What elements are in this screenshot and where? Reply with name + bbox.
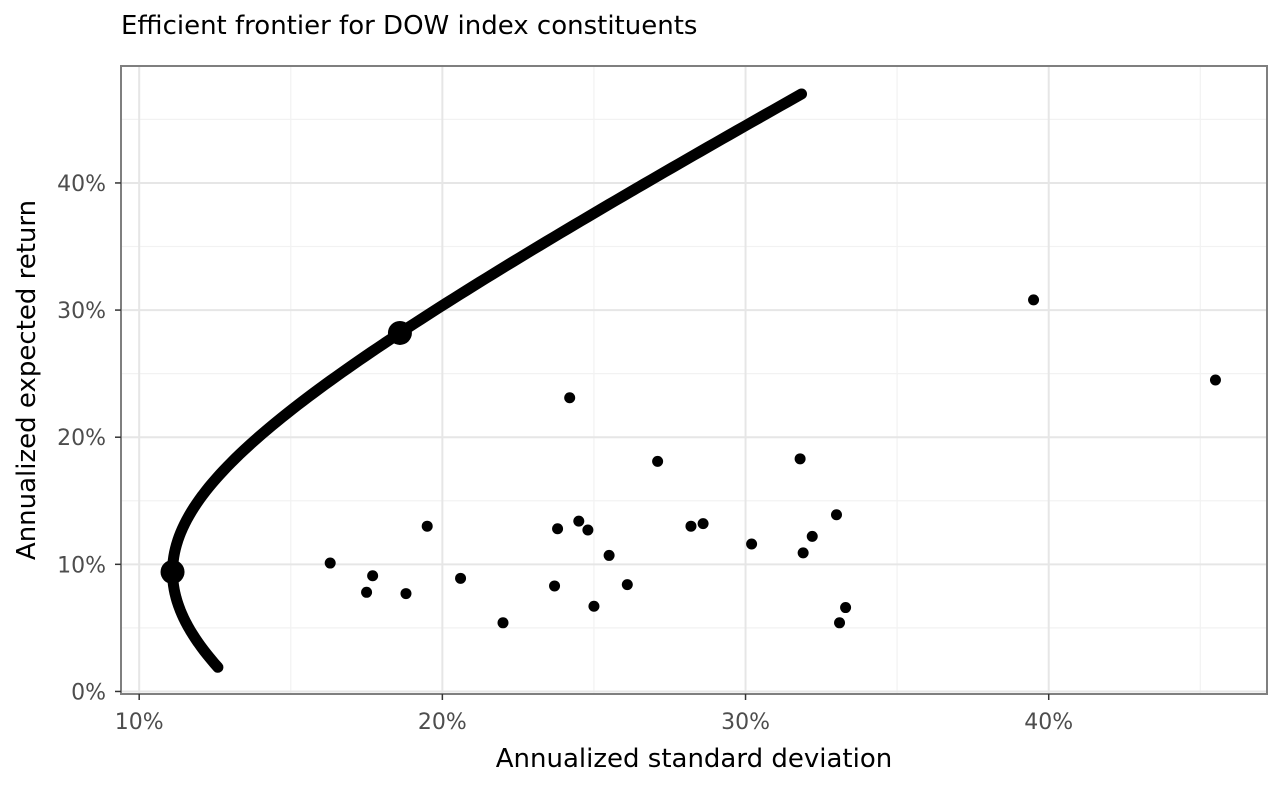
asset-point bbox=[588, 600, 600, 612]
highlighted-portfolios bbox=[160, 320, 412, 584]
asset-point bbox=[1028, 294, 1040, 306]
chart-title: Efficient frontier for DOW index constit… bbox=[121, 11, 697, 41]
asset-point bbox=[549, 580, 561, 592]
asset-point bbox=[603, 549, 615, 561]
asset-point bbox=[834, 617, 846, 629]
asset-point bbox=[361, 586, 373, 598]
x-tick-label: 30% bbox=[721, 710, 770, 735]
y-tick-label: 20% bbox=[57, 426, 106, 451]
y-axis-title: Annualized expected return bbox=[12, 200, 42, 560]
asset-point bbox=[582, 524, 594, 536]
asset-point bbox=[324, 557, 336, 569]
x-tick-label: 40% bbox=[1024, 710, 1073, 735]
asset-point bbox=[400, 588, 412, 600]
asset-points bbox=[324, 294, 1221, 629]
asset-point bbox=[1209, 374, 1221, 386]
highlighted-portfolio-point bbox=[387, 320, 412, 345]
plot-border bbox=[120, 65, 1268, 695]
y-tick-label: 40% bbox=[57, 172, 106, 197]
asset-point bbox=[797, 547, 809, 559]
x-axis-title: Annualized standard deviation bbox=[496, 744, 892, 774]
asset-point bbox=[746, 538, 758, 550]
minor-gridlines bbox=[121, 66, 1267, 694]
x-tick-label: 10% bbox=[115, 710, 164, 735]
asset-point bbox=[806, 530, 818, 542]
asset-point bbox=[794, 453, 806, 465]
asset-point bbox=[685, 520, 697, 532]
y-axis: 0% 10% 20% 30% 40% bbox=[57, 172, 121, 705]
asset-point bbox=[621, 579, 633, 591]
asset-point bbox=[564, 392, 576, 404]
asset-point bbox=[830, 509, 842, 521]
asset-point bbox=[573, 515, 585, 527]
asset-point bbox=[367, 570, 379, 582]
asset-point bbox=[552, 523, 564, 535]
x-axis: 10% 20% 30% 40% bbox=[115, 694, 1073, 735]
asset-point bbox=[421, 520, 433, 532]
y-tick-label: 10% bbox=[57, 553, 106, 578]
y-tick-label: 30% bbox=[57, 299, 106, 324]
highlighted-portfolio-point bbox=[160, 559, 185, 584]
asset-point bbox=[455, 572, 467, 584]
y-tick-label: 0% bbox=[71, 680, 106, 705]
major-gridlines bbox=[121, 66, 1267, 694]
asset-point bbox=[697, 518, 709, 530]
asset-point bbox=[497, 617, 509, 629]
asset-point bbox=[652, 455, 664, 467]
x-tick-label: 20% bbox=[418, 710, 467, 735]
plot-background bbox=[121, 66, 1267, 694]
asset-point bbox=[840, 602, 852, 614]
